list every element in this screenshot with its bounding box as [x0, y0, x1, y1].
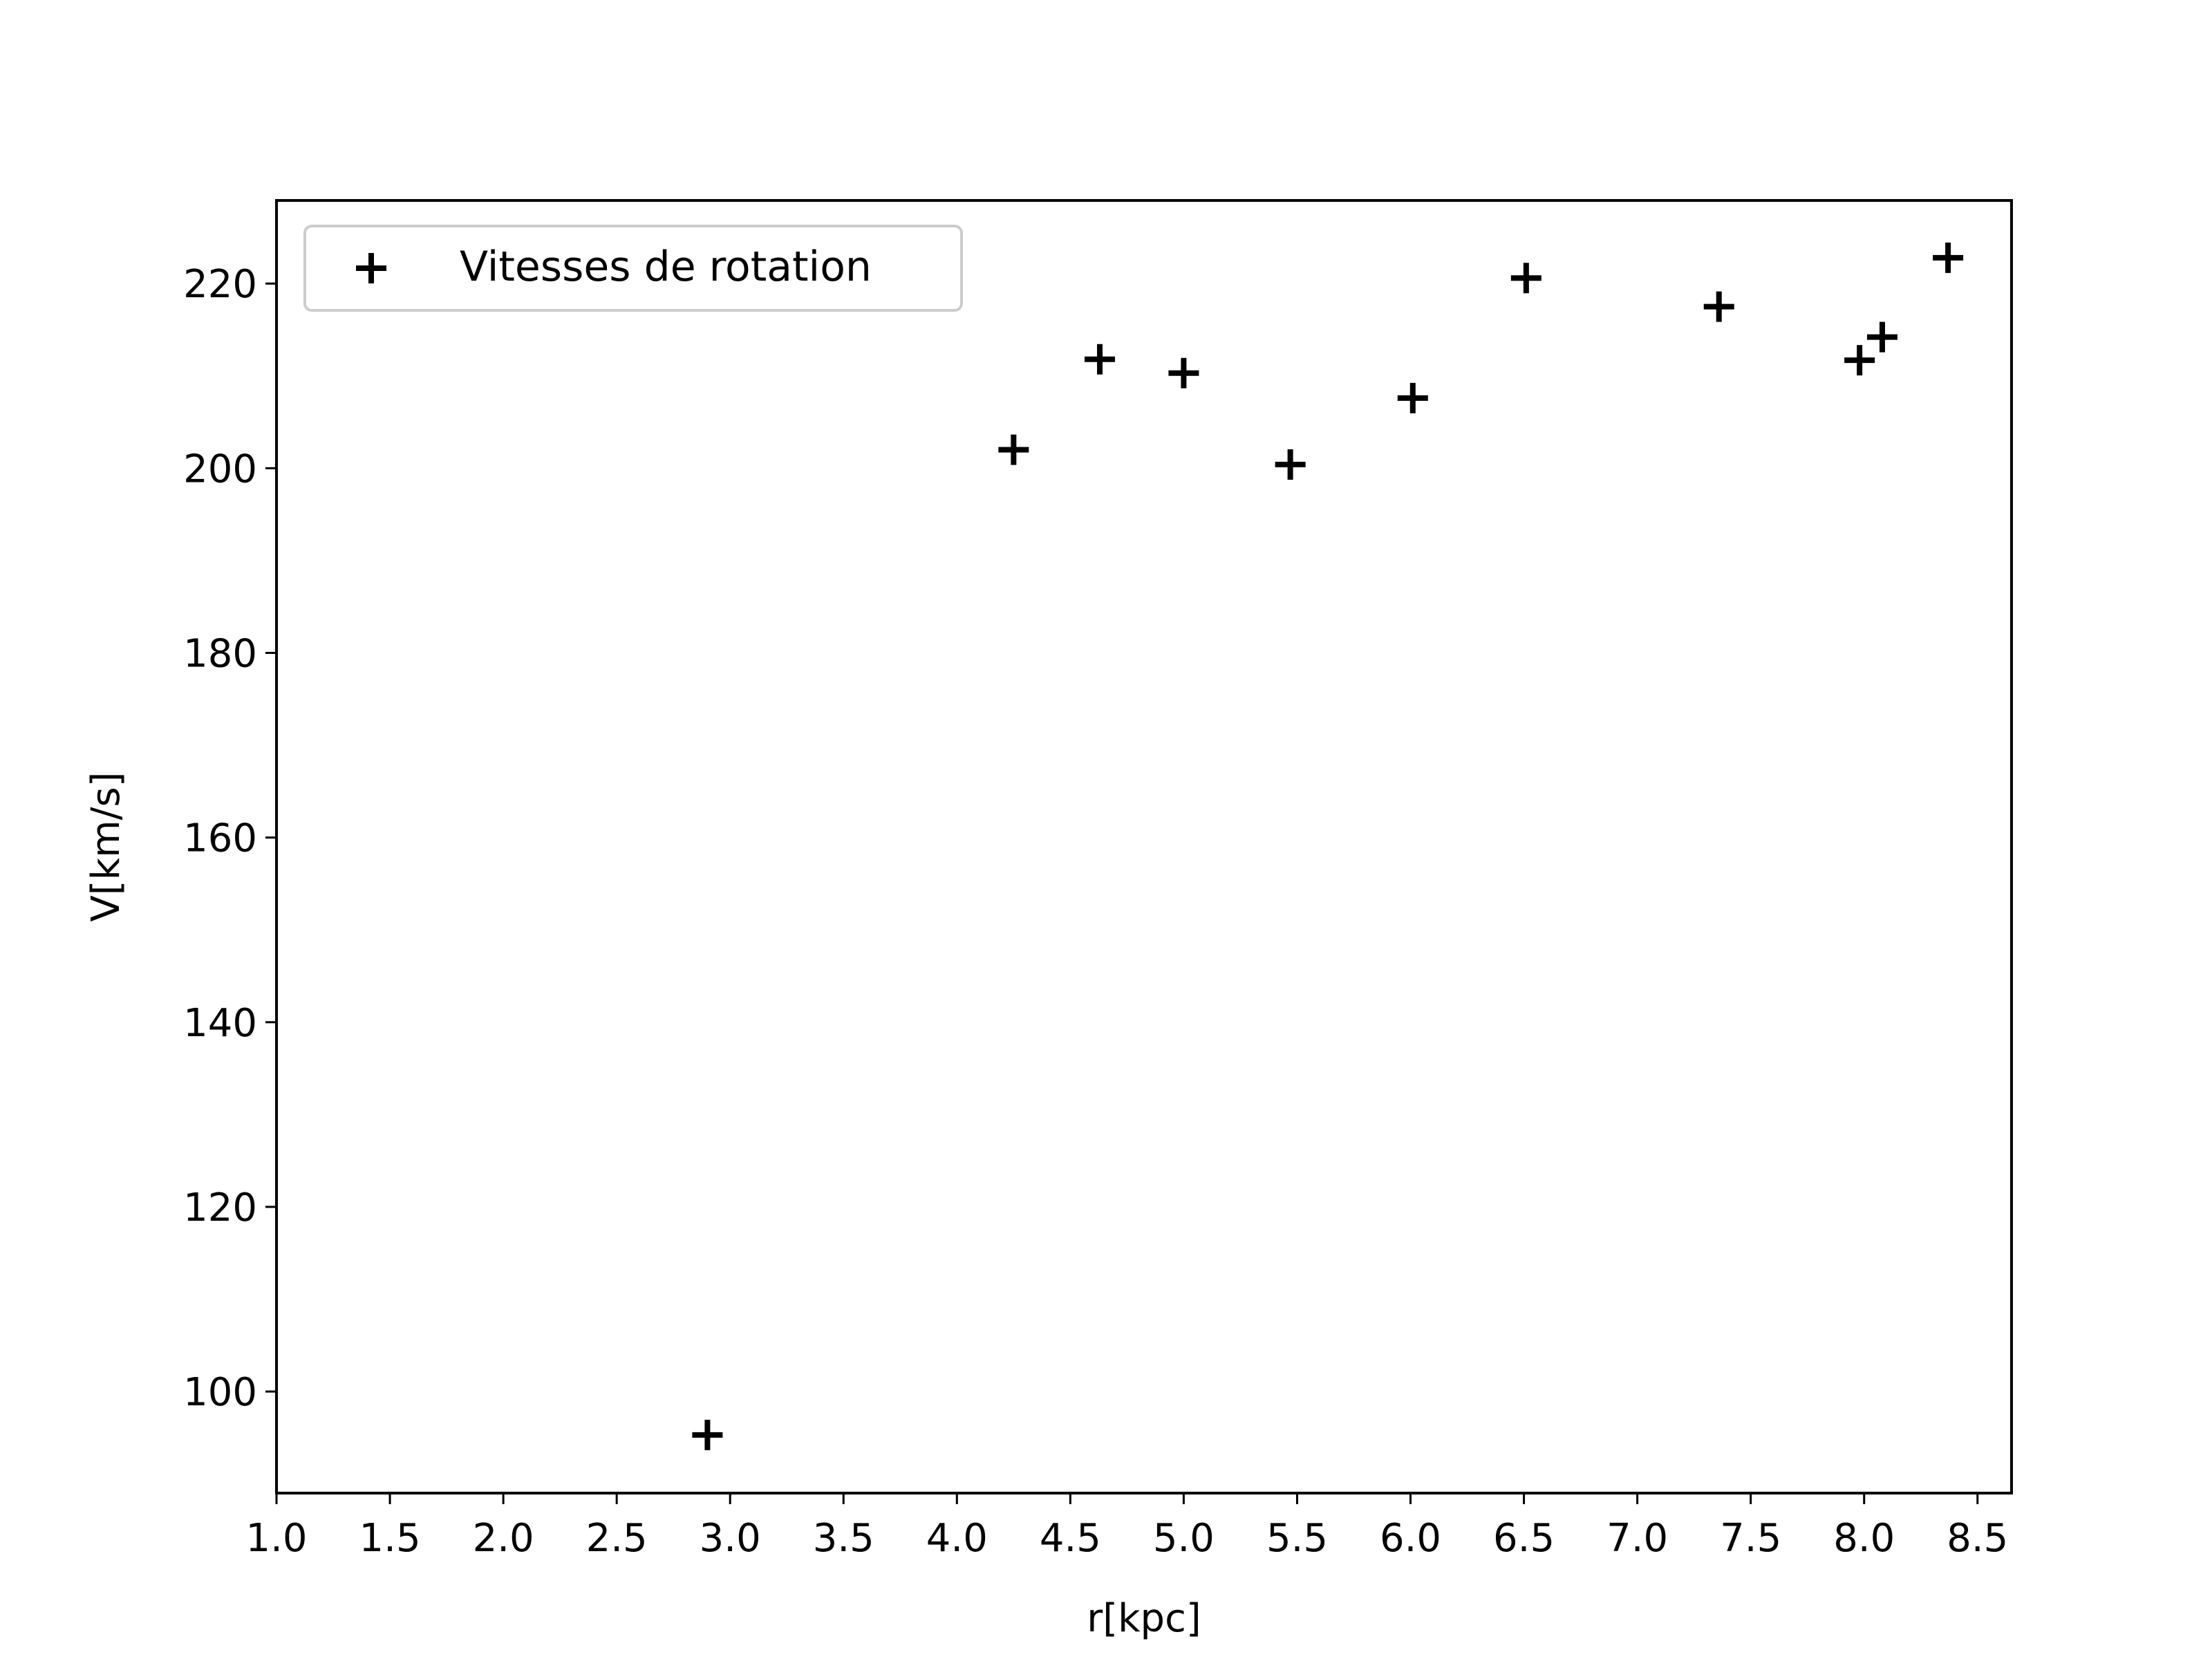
x-tick-label: 7.0 — [1606, 1516, 1668, 1561]
data-point — [1275, 449, 1306, 480]
y-tick-label: 220 — [183, 262, 257, 307]
x-tick-label: 5.0 — [1153, 1516, 1215, 1561]
y-tick-label: 100 — [183, 1370, 257, 1415]
data-point — [692, 1419, 723, 1450]
legend-label: Vitesses de rotation — [460, 243, 872, 291]
legend-plus-marker — [356, 253, 386, 283]
y-tick-label: 180 — [183, 632, 257, 677]
data-point — [1510, 263, 1541, 294]
x-tick-label: 7.5 — [1720, 1516, 1781, 1561]
x-tick-label: 1.5 — [359, 1516, 421, 1561]
x-axis-ticks: 1.0 1.5 2.0 2.5 3.0 3.5 4.0 4.5 5.0 5.5 6.0 6.5 7.0 7… — [245, 1493, 2008, 1561]
x-tick-label: 3.5 — [813, 1516, 874, 1561]
x-tick-label: 6.0 — [1380, 1516, 1441, 1561]
data-point — [1844, 345, 1875, 376]
legend-box — [303, 225, 963, 312]
data-point — [1703, 291, 1734, 322]
data-point — [998, 434, 1029, 465]
x-tick-label: 8.0 — [1833, 1516, 1895, 1561]
y-tick-label: 140 — [183, 1001, 257, 1046]
legend-marker-plus — [356, 253, 386, 283]
data-point — [1085, 344, 1116, 375]
y-tick-label: 160 — [183, 816, 257, 861]
data-point — [1933, 242, 1964, 273]
x-tick-label: 2.5 — [586, 1516, 648, 1561]
y-axis-ticks: 100 120 140 160 180 200 220 — [183, 262, 276, 1415]
y-tick-label: 200 — [183, 447, 257, 491]
x-tick-label: 4.0 — [926, 1516, 988, 1561]
x-tick-label: 2.0 — [473, 1516, 534, 1561]
x-tick-label: 1.0 — [245, 1516, 307, 1561]
data-point — [1397, 382, 1428, 413]
y-axis-label: V[km/s] — [84, 771, 129, 921]
y-tick-label: 120 — [183, 1185, 257, 1230]
data-point — [1168, 357, 1199, 388]
data-points — [692, 242, 1964, 1450]
legend: Vitesses de rotation — [303, 225, 963, 312]
x-tick-label: 5.5 — [1266, 1516, 1328, 1561]
x-tick-label: 8.5 — [1947, 1516, 2008, 1561]
x-tick-label: 6.5 — [1493, 1516, 1555, 1561]
x-tick-label: 4.5 — [1040, 1516, 1101, 1561]
data-point — [1866, 321, 1897, 353]
plot-frame — [275, 199, 2013, 1494]
x-axis-label: r[kpc] — [1087, 1596, 1201, 1641]
x-tick-label: 3.0 — [700, 1516, 761, 1561]
